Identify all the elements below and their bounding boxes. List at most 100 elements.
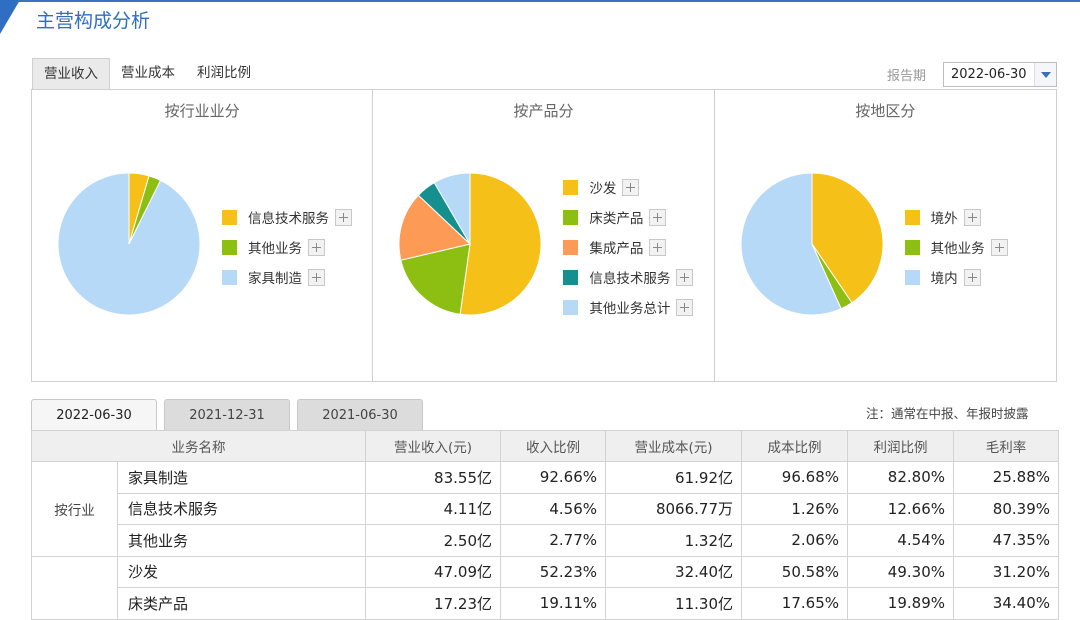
legend-item: 其他业务: [222, 232, 352, 262]
expand-plus-icon[interactable]: [649, 238, 667, 256]
cell-revenue: 17.23亿: [365, 587, 501, 620]
pie-slice-3[interactable]: [740, 172, 842, 316]
expand-plus-icon[interactable]: [676, 268, 694, 286]
legend-region: 境外 其他业务 境内: [904, 202, 1008, 292]
legend-swatch: [222, 209, 237, 225]
expand-plus-icon[interactable]: [963, 268, 981, 286]
cell-gross-margin: 25.88%: [953, 461, 1059, 494]
tab-2021-06-30[interactable]: 2021-06-30: [297, 399, 423, 431]
legend-item: 集成产品: [563, 232, 693, 262]
panel-title: 按行业业分: [164, 102, 240, 120]
cell-cost: 8066.77万: [605, 492, 742, 525]
table-row: 床类产品 17.23亿 19.11% 11.30亿 17.65% 19.89% …: [32, 587, 1059, 620]
legend-item: 家具制造: [222, 262, 352, 292]
cell-name: 床类产品: [117, 587, 366, 620]
legend-item: 其他业务总计: [563, 292, 694, 322]
col-revenue: 营业收入(元): [365, 430, 501, 462]
cell-name: 沙发: [117, 555, 366, 588]
table-header-row: 业务名称 营业收入(元) 收入比例 营业成本(元) 成本比例 利润比例 毛利率: [31, 430, 1059, 462]
legend-label: 家具制造: [248, 271, 302, 287]
cell-gross-margin: 80.39%: [953, 492, 1059, 525]
cell-profit-ratio: 19.89%: [847, 587, 954, 620]
tab-cost[interactable]: 营业成本: [121, 65, 175, 81]
legend-label: 境外: [930, 211, 958, 227]
cell-revenue: 2.50亿: [365, 524, 501, 557]
tab-profit-ratio[interactable]: 利润比例: [197, 65, 251, 81]
expand-plus-icon[interactable]: [335, 208, 352, 226]
cell-profit-ratio: 49.30%: [847, 555, 954, 588]
expand-plus-icon[interactable]: [649, 208, 667, 226]
expand-plus-icon[interactable]: [308, 238, 325, 256]
legend-label: 其他业务总计: [589, 301, 671, 317]
legend-swatch: [563, 269, 579, 285]
panel-by-industry: 按行业业分 信息技术服务其他业务家具制造: [32, 90, 374, 381]
cell-gross-margin: 47.35%: [953, 524, 1059, 557]
pie-slice-5[interactable]: [433, 172, 471, 246]
legend-product: 沙发 床类产品 集成产品 信息技术服务 其他业务总计: [563, 172, 694, 322]
chevron-down-icon[interactable]: [1034, 63, 1056, 86]
cell-revenue-ratio: 19.11%: [500, 587, 606, 620]
legend-label: 床类产品: [589, 211, 644, 227]
panel-by-product: 按产品分 沙发 床类产品 集成产品 信息技术服务 其他业务总计: [373, 90, 715, 381]
expand-plus-icon[interactable]: [308, 268, 325, 286]
legend-item: 床类产品: [563, 202, 693, 232]
legend-label: 集成产品: [589, 241, 644, 257]
expand-plus-icon[interactable]: [676, 298, 694, 316]
cell-gross-margin: 31.20%: [953, 555, 1059, 588]
cell-revenue: 47.09亿: [365, 555, 501, 588]
cell-cost-ratio: 1.26%: [741, 492, 848, 525]
period-label: 报告期: [887, 69, 927, 84]
tab-2021-12-31[interactable]: 2021-12-31: [164, 399, 290, 431]
cell-cost: 1.32亿: [605, 524, 742, 557]
metric-tabs: 营业收入 营业成本 利润比例: [32, 58, 262, 89]
group-label: 按行业: [31, 461, 118, 557]
legend-label: 沙发: [589, 181, 617, 197]
header-line: [0, 0, 1080, 2]
pie-slice-3[interactable]: [57, 172, 201, 316]
expand-plus-icon[interactable]: [990, 238, 1008, 256]
panel-title: 按地区分: [855, 102, 916, 120]
pie-slice-2[interactable]: [400, 243, 471, 315]
legend-swatch: [222, 239, 237, 255]
table-row: 沙发 47.09亿 52.23% 32.40亿 50.58% 49.30% 31…: [31, 555, 1059, 620]
pie-chart-product: [398, 172, 542, 316]
legend-industry: 信息技术服务其他业务家具制造: [222, 202, 352, 292]
tab-2022-06-30[interactable]: 2022-06-30: [31, 399, 157, 431]
pie-slice-1[interactable]: [811, 172, 884, 304]
cell-profit-ratio: 4.54%: [847, 524, 954, 557]
col-cost-ratio: 成本比例: [741, 430, 848, 462]
cell-name: 信息技术服务: [117, 492, 366, 525]
pie-slice-1[interactable]: [459, 172, 542, 316]
cell-name: 家具制造: [117, 461, 366, 494]
period-select[interactable]: 2022-06-30: [943, 62, 1057, 87]
legend-swatch: [563, 239, 579, 255]
cell-revenue-ratio: 4.56%: [500, 492, 606, 525]
col-revenue-ratio: 收入比例: [500, 430, 606, 462]
cell-revenue: 4.11亿: [365, 492, 501, 525]
legend-label: 信息技术服务: [248, 211, 329, 227]
pie-slice-3[interactable]: [398, 194, 472, 261]
group-label: [31, 555, 118, 620]
legend-swatch: [563, 209, 579, 225]
expand-plus-icon[interactable]: [622, 178, 640, 196]
legend-label: 其他业务: [930, 241, 985, 257]
cell-revenue-ratio: 92.66%: [500, 461, 606, 494]
cell-profit-ratio: 12.66%: [847, 492, 954, 525]
pie-chart-region: [740, 172, 884, 316]
chart-panels: 按行业业分 信息技术服务其他业务家具制造 按产品分 沙发床类产品集成产品 信息技术…: [31, 89, 1057, 382]
cell-revenue: 83.55亿: [365, 461, 501, 494]
composition-table: 业务名称 营业收入(元) 收入比例 营业成本(元) 成本比例 利润比例 毛利率 …: [31, 430, 1059, 620]
col-business-name: 业务名称: [31, 430, 366, 462]
cell-profit-ratio: 82.80%: [847, 461, 954, 494]
cell-cost-ratio: 17.65%: [741, 587, 848, 620]
panel-title: 按产品分: [513, 102, 574, 120]
legend-item: 境内: [904, 262, 1008, 292]
legend-swatch: [904, 269, 920, 285]
legend-swatch: [563, 179, 579, 195]
section-header: 主营构成分析: [0, 0, 1080, 36]
header-corner-icon: [0, 0, 20, 34]
tab-revenue[interactable]: 营业收入: [32, 58, 110, 89]
expand-plus-icon[interactable]: [963, 208, 981, 226]
col-profit-ratio: 利润比例: [847, 430, 954, 462]
